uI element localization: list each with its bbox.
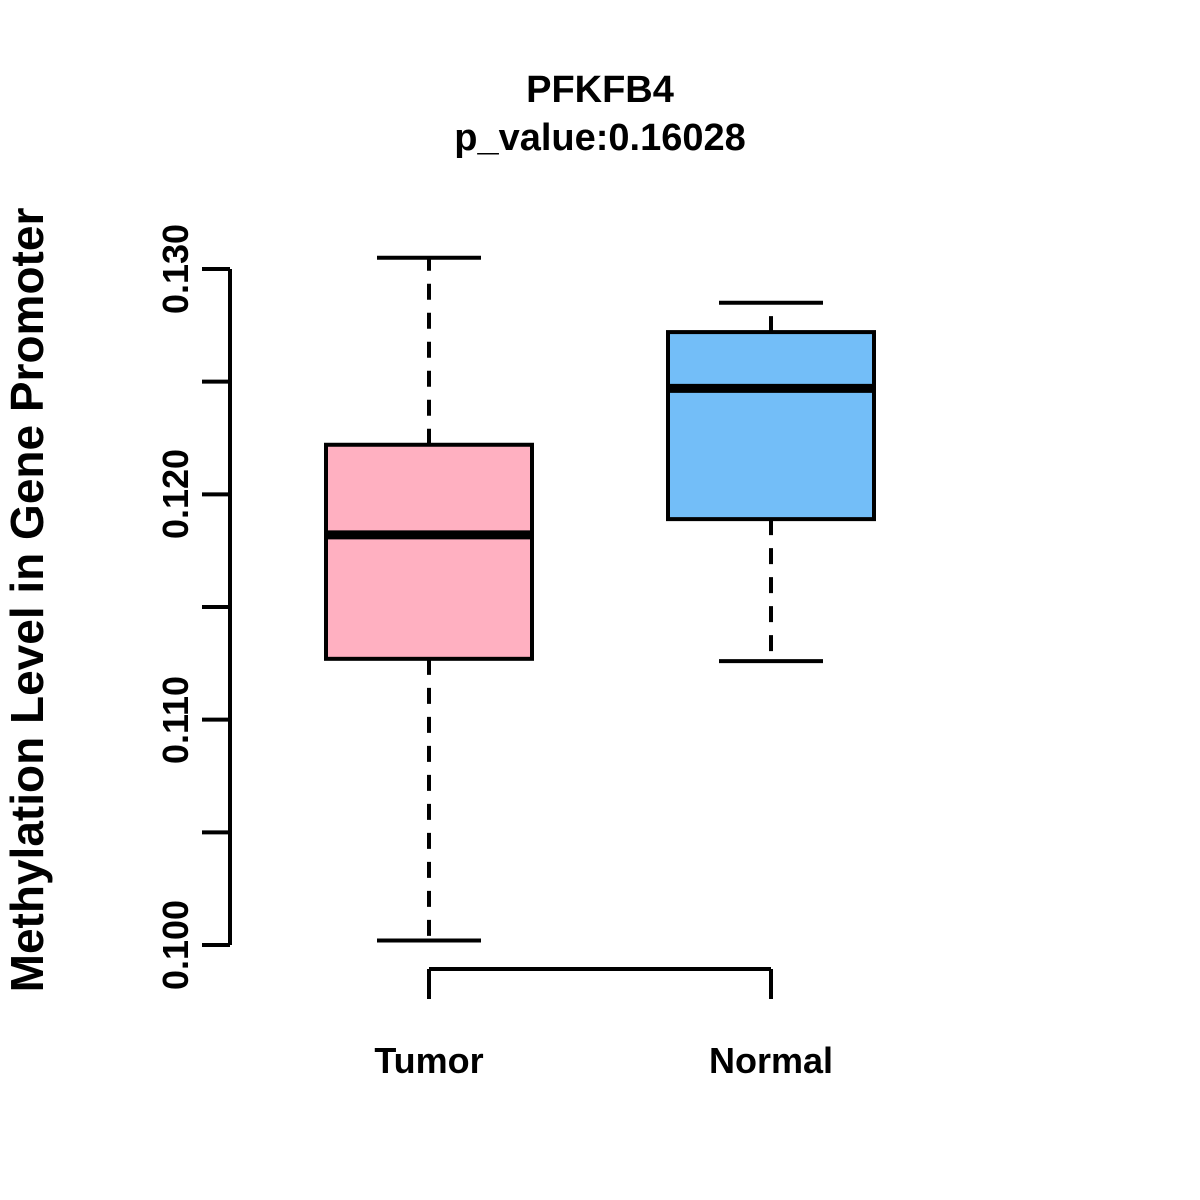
y-tick-label: 0.100 bbox=[155, 899, 196, 991]
chart-title: PFKFB4 bbox=[526, 69, 674, 111]
chart-subtitle: p_value:0.16028 bbox=[454, 117, 746, 159]
x-category-label-normal: Normal bbox=[708, 1040, 834, 1081]
x-category-label-tumor: Tumor bbox=[374, 1040, 484, 1081]
y-tick-label: 0.110 bbox=[155, 675, 196, 764]
box-tumor bbox=[324, 442, 534, 661]
y-tick-label: 0.130 bbox=[155, 223, 196, 315]
box-normal bbox=[666, 330, 876, 522]
y-tick-label: 0.120 bbox=[155, 449, 196, 540]
